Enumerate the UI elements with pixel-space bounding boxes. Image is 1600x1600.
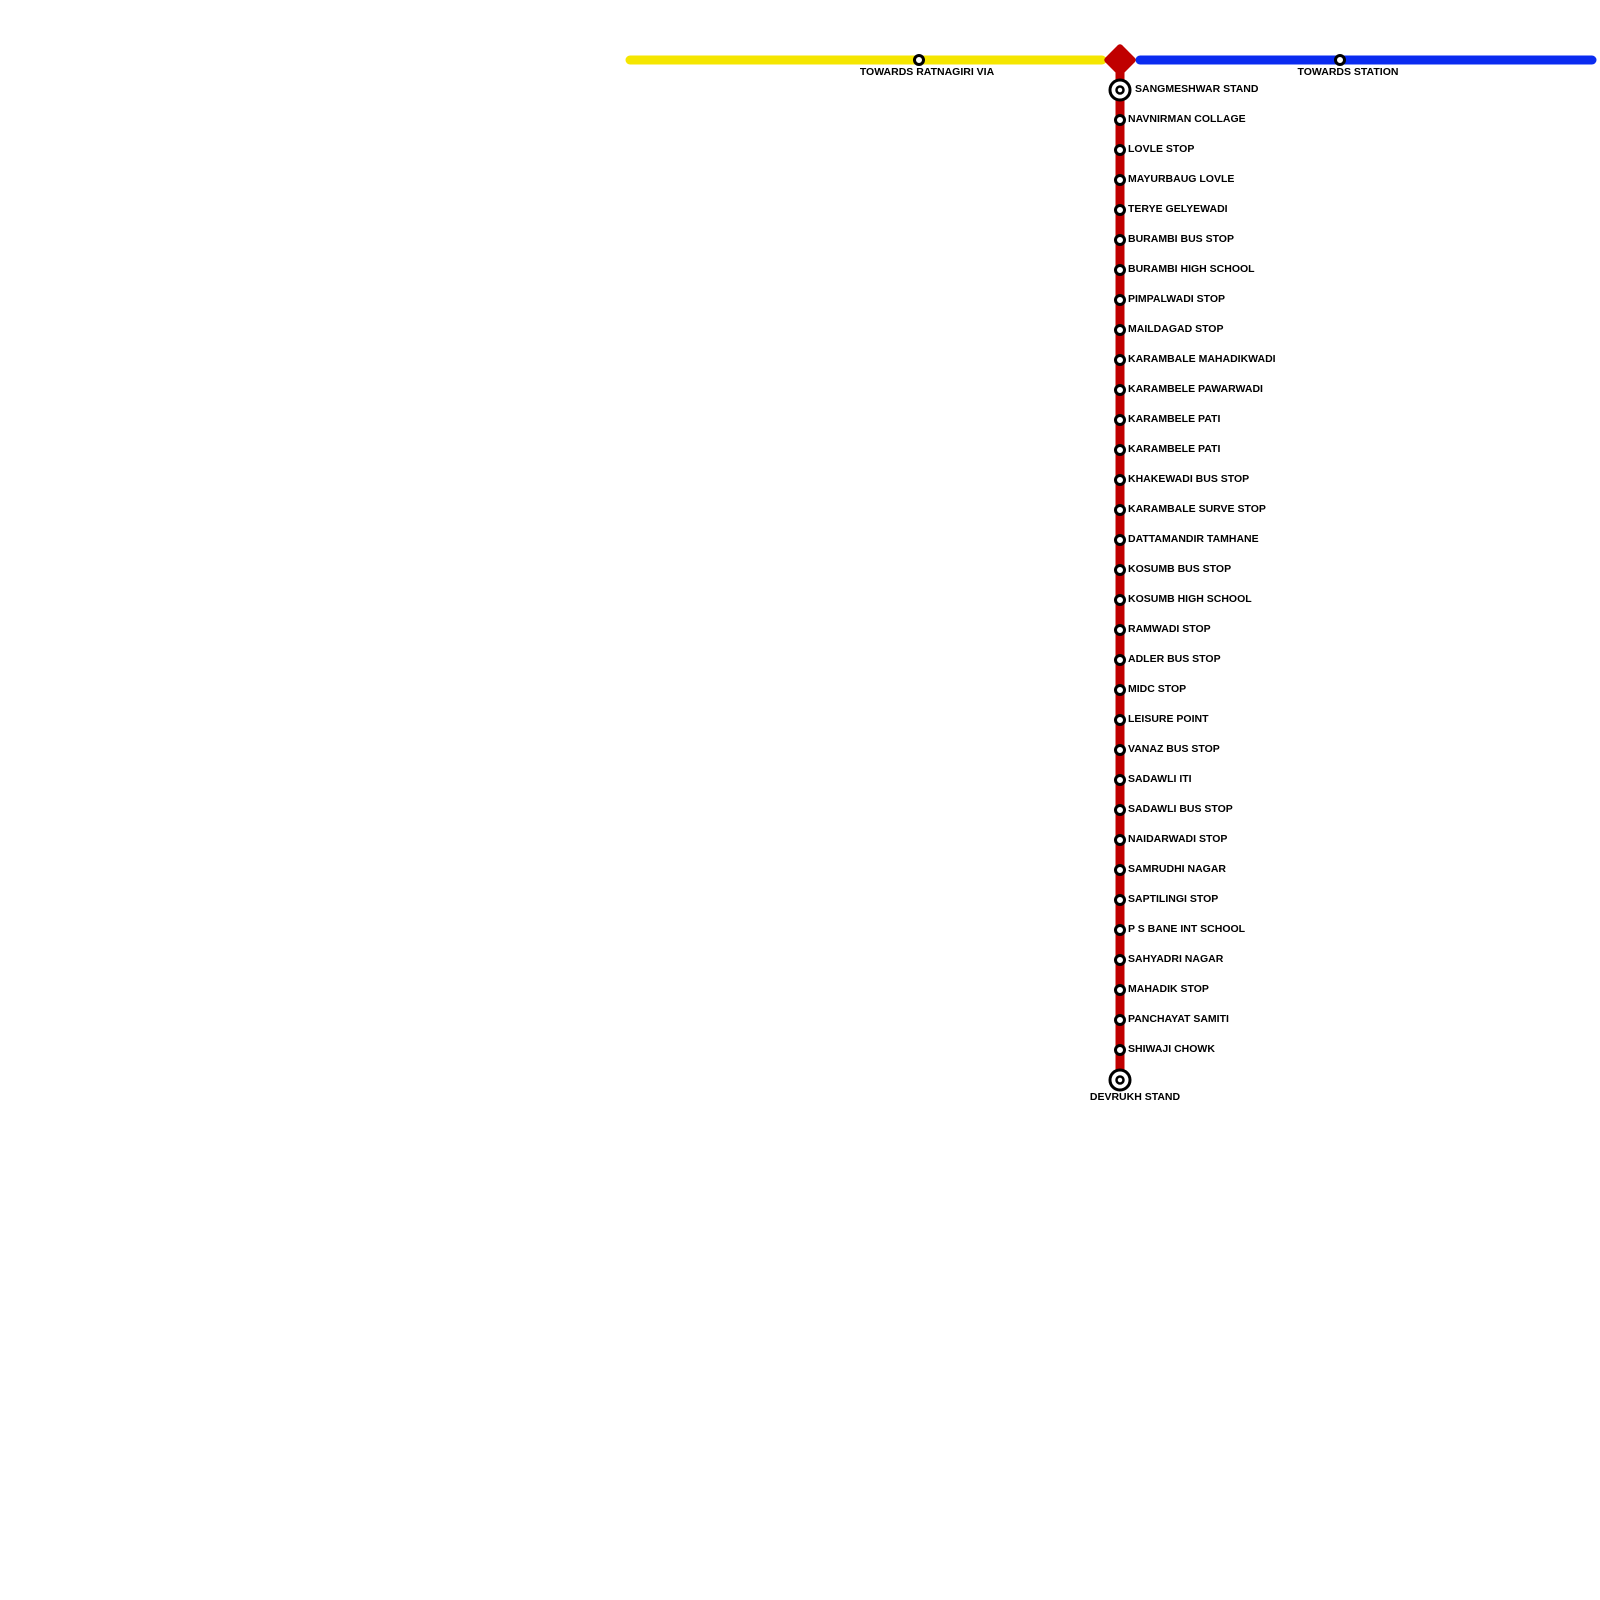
stop-dot	[1114, 144, 1126, 156]
stop-label: KARAMBELE PATI	[1128, 443, 1220, 455]
stop-dot	[1114, 114, 1126, 126]
stop-dot	[1114, 864, 1126, 876]
stop-dot	[1114, 474, 1126, 486]
stop-label: RAMWADI STOP	[1128, 623, 1211, 635]
stop-label: MIDC STOP	[1128, 683, 1186, 695]
stop-label: KOSUMB HIGH SCHOOL	[1128, 593, 1252, 605]
stop-dot	[1114, 984, 1126, 996]
stop-dot	[1114, 1014, 1126, 1026]
stop-dot	[1114, 354, 1126, 366]
stop-dot	[1114, 204, 1126, 216]
stop-label: PIMPALWADI STOP	[1128, 293, 1225, 305]
stop-label: LOVLE STOP	[1128, 143, 1194, 155]
junction	[1104, 44, 1136, 76]
stop-label: KOSUMB BUS STOP	[1128, 563, 1231, 575]
stop-dot	[1114, 894, 1126, 906]
stop-dot	[1114, 1044, 1126, 1056]
stop-dot	[1114, 174, 1126, 186]
stop-label: KARAMBALE SURVE STOP	[1128, 503, 1266, 515]
stop-dot	[1114, 264, 1126, 276]
stop-label: KARAMBELE PATI	[1128, 413, 1220, 425]
stop-label: SAPTILINGI STOP	[1128, 893, 1218, 905]
stop-label: VANAZ BUS STOP	[1128, 743, 1220, 755]
branch-label: TOWARDS STATION	[1298, 66, 1399, 78]
stop-dot	[1114, 954, 1126, 966]
stop-label: MAILDAGAD STOP	[1128, 323, 1223, 335]
stop-label: NAIDARWADI STOP	[1128, 833, 1227, 845]
stop-label: P S BANE INT SCHOOL	[1128, 923, 1246, 935]
stop-label: KHAKEWADI BUS STOP	[1128, 473, 1249, 485]
stop-label: SAHYADRI NAGAR	[1128, 953, 1224, 965]
stop-label: NAVNIRMAN COLLAGE	[1128, 113, 1246, 125]
stop-label: LEISURE POINT	[1128, 713, 1209, 725]
stop-dot	[1114, 444, 1126, 456]
stop-dot	[1114, 324, 1126, 336]
stop-dot	[1114, 594, 1126, 606]
stop-label: MAHADIK STOP	[1128, 983, 1209, 995]
stop-dot	[1114, 654, 1126, 666]
stop-label: DATTAMANDIR TAMHANE	[1128, 533, 1259, 545]
stop-dot	[1114, 744, 1126, 756]
stop-dot	[1334, 54, 1346, 66]
stop-dot	[1114, 384, 1126, 396]
stop-dot	[1114, 714, 1126, 726]
stop-label: SADAWLI ITI	[1128, 773, 1192, 785]
stop-dot	[1114, 294, 1126, 306]
stop-dot	[1114, 234, 1126, 246]
stop-dot	[1114, 834, 1126, 846]
terminal-label: DEVRUKH STAND	[1090, 1091, 1181, 1103]
stop-label: SAMRUDHI NAGAR	[1128, 863, 1226, 875]
stop-label: KARAMBELE PAWARWADI	[1128, 383, 1263, 395]
terminal-label: SANGMESHWAR STAND	[1135, 83, 1259, 95]
branch-label: TOWARDS RATNAGIRI VIA	[860, 66, 995, 78]
terminal	[1115, 1075, 1125, 1085]
stop-dot	[1114, 684, 1126, 696]
stop-dot	[1114, 924, 1126, 936]
stop-label: MAYURBAUG LOVLE	[1128, 173, 1234, 185]
stop-dot	[1114, 774, 1126, 786]
terminal	[1115, 85, 1125, 95]
stop-label: PANCHAYAT SAMITI	[1128, 1013, 1229, 1025]
stop-label: BURAMBI BUS STOP	[1128, 233, 1234, 245]
stop-label: ADLER BUS STOP	[1128, 653, 1221, 665]
stop-dot	[1114, 804, 1126, 816]
stop-label: BURAMBI HIGH SCHOOL	[1128, 263, 1255, 275]
stop-dot	[1114, 624, 1126, 636]
stop-label: TERYE GELYEWADI	[1128, 203, 1228, 215]
stop-dot	[1114, 504, 1126, 516]
stop-dot	[1114, 534, 1126, 546]
stop-dot	[1114, 414, 1126, 426]
stop-label: KARAMBALE MAHADIKWADI	[1128, 353, 1276, 365]
stop-label: SHIWAJI CHOWK	[1128, 1043, 1215, 1055]
stop-dot	[1114, 564, 1126, 576]
stop-dot	[913, 54, 925, 66]
stop-label: SADAWLI BUS STOP	[1128, 803, 1233, 815]
